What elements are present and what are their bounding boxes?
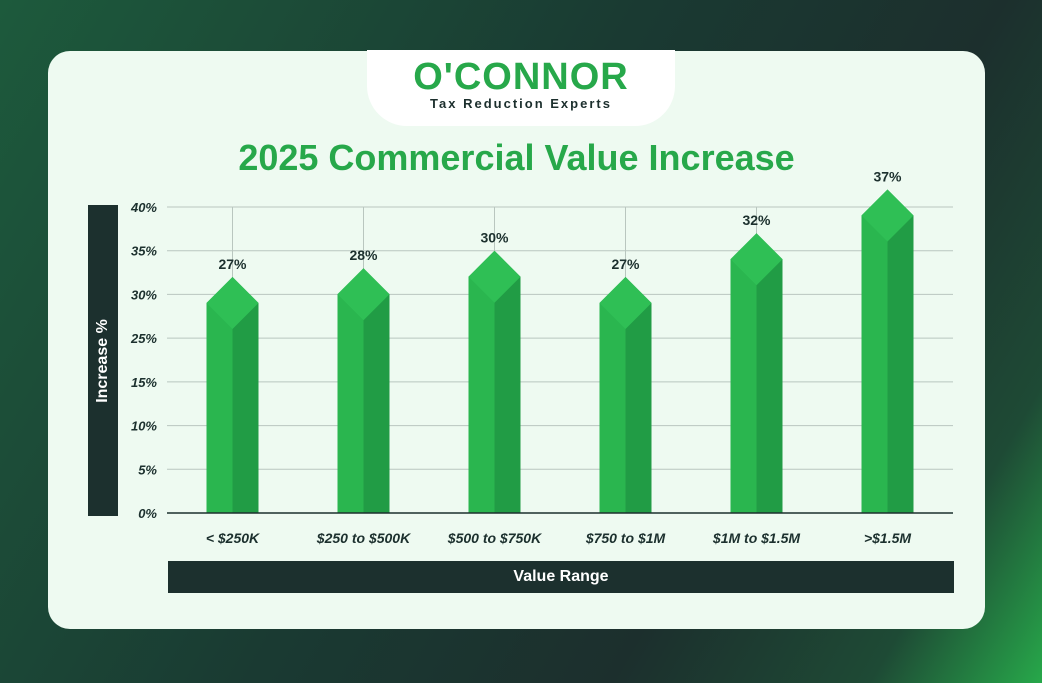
bar-right-face [756, 233, 783, 513]
bar-left-face [730, 233, 757, 513]
bar [206, 276, 259, 513]
brand-tagline: Tax Reduction Experts [430, 96, 612, 111]
y-tick-label: 0% [138, 506, 157, 521]
x-tick-label: $750 to $1M [585, 530, 666, 546]
y-tick-label: 25% [130, 331, 157, 346]
bar-right-face [494, 250, 521, 513]
bar-cap [206, 276, 259, 329]
brand-logo: O'CONNOR [413, 56, 629, 98]
x-tick-label: $1M to $1.5M [712, 530, 800, 546]
bar-cap [599, 276, 652, 329]
bar-right-face [232, 276, 259, 513]
bar-right-face [363, 268, 390, 513]
y-tick-label: 35% [131, 244, 157, 259]
x-tick-label: < $250K [206, 530, 260, 546]
data-label: 27% [218, 256, 247, 272]
x-tick-label: $250 to $500K [316, 530, 411, 546]
y-tick-label: 30% [131, 287, 157, 302]
bar-left-face [468, 250, 495, 513]
data-label: 37% [873, 169, 902, 185]
bar-left-face [861, 189, 888, 513]
data-label: 30% [480, 230, 509, 246]
y-tick-label: 40% [130, 200, 157, 215]
bar-cap [337, 268, 390, 321]
bar-left-face [599, 276, 626, 513]
bar-cap [861, 189, 914, 242]
data-label: 28% [349, 247, 378, 263]
x-tick-label: $500 to $750K [447, 530, 542, 546]
data-label: 27% [611, 256, 640, 272]
bar [730, 233, 783, 513]
y-tick-label: 5% [138, 462, 157, 477]
x-axis-label: Value Range [168, 561, 954, 593]
x-tick-label: >$1.5M [864, 530, 911, 546]
bar-cap [468, 250, 521, 303]
bar-cap [730, 233, 783, 286]
y-axis-label-panel: Increase % [88, 205, 118, 516]
bar-right-face [887, 189, 914, 513]
bar-left-face [337, 268, 364, 513]
bar [861, 189, 914, 513]
bar-right-face [625, 276, 652, 513]
bar [599, 276, 652, 513]
data-label: 32% [742, 212, 771, 228]
y-tick-label: 10% [131, 419, 157, 434]
bar [337, 268, 390, 513]
y-tick-label: 15% [131, 375, 157, 390]
bar [468, 250, 521, 513]
logo-tab: O'CONNOR Tax Reduction Experts [367, 50, 675, 126]
bar-left-face [206, 276, 233, 513]
chart-title: 2025 Commercial Value Increase [238, 137, 795, 178]
